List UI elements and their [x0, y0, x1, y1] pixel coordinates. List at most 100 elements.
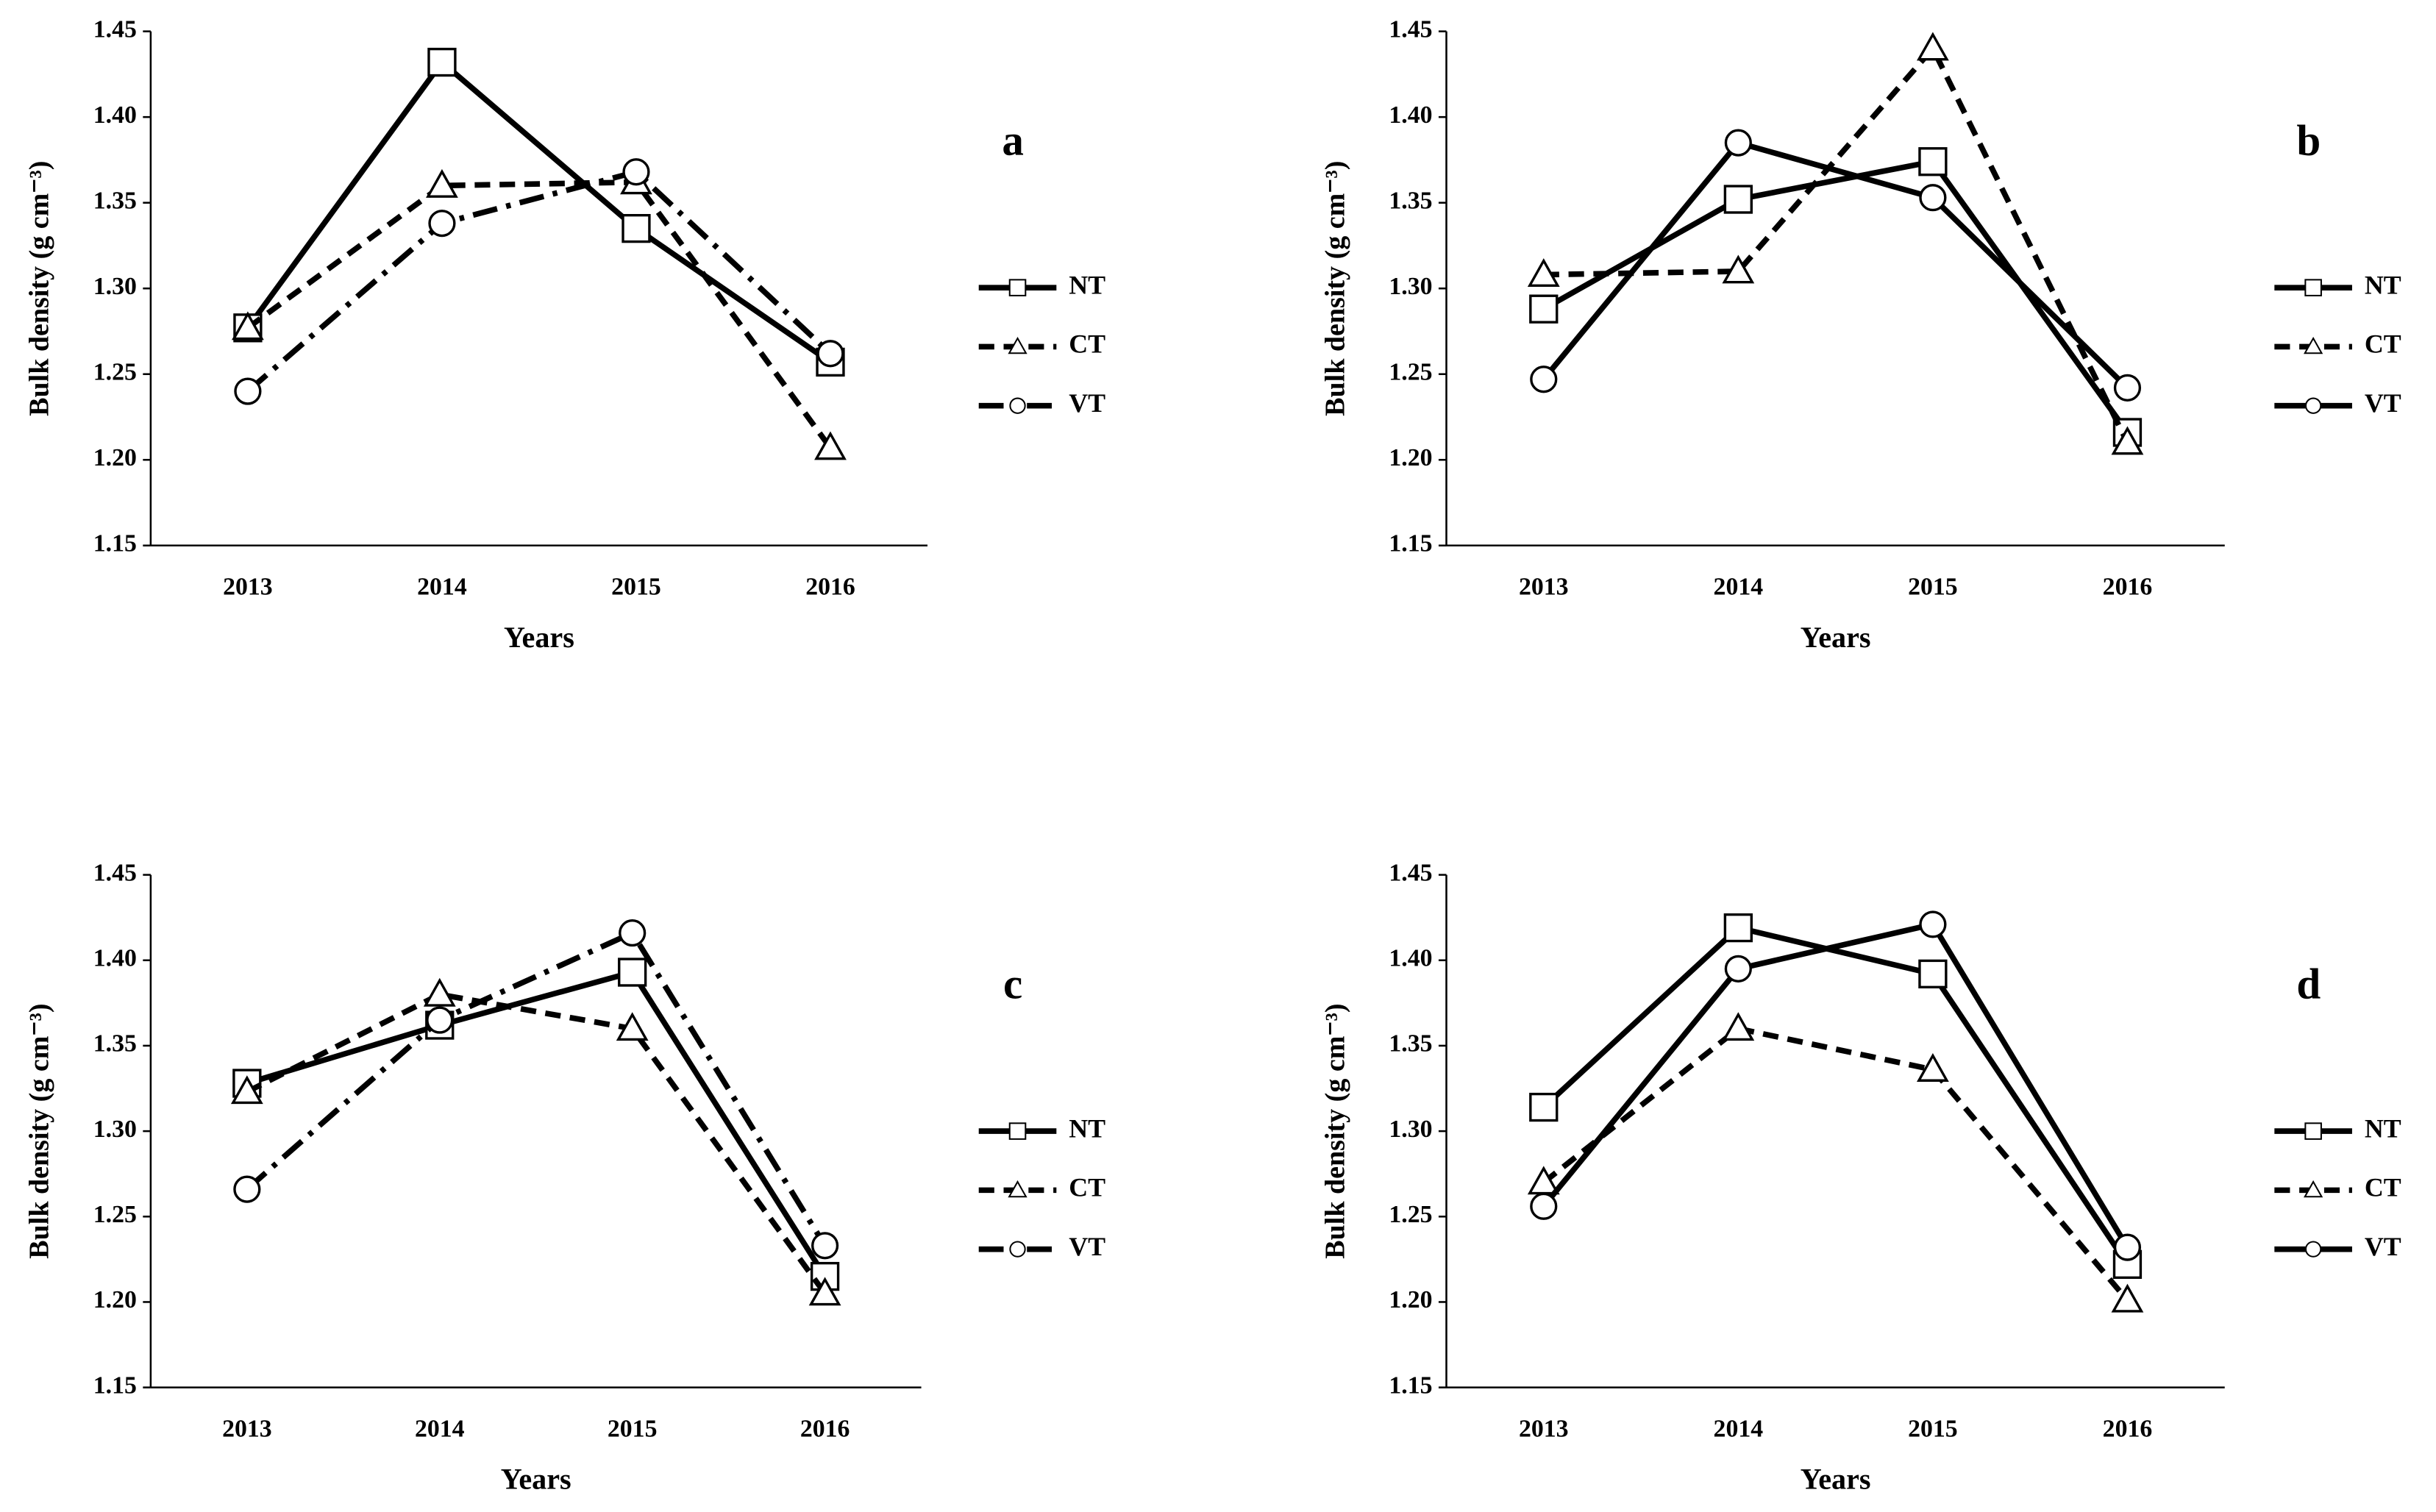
marker-square [1723, 913, 1753, 943]
y-tick-label: 1.25 [1389, 1201, 1432, 1228]
series-line [1543, 46, 2130, 444]
x-tick-label: 2016 [805, 574, 855, 601]
series-line [246, 969, 827, 1278]
marker-triangle [616, 1012, 649, 1041]
legend-label: CT [2365, 1173, 2401, 1202]
legend-marker [1009, 397, 1026, 414]
marker-triangle [230, 1075, 263, 1105]
y-tick-label: 1.20 [93, 444, 137, 471]
x-tick-label: 2014 [1714, 574, 1764, 601]
y-tick-label: 1.35 [93, 1030, 137, 1058]
panel-label: c [1003, 959, 1022, 1008]
y-axis-label: Bulk density (g cm⁻³) [24, 161, 55, 416]
y-tick-label: 1.40 [93, 945, 137, 972]
marker-triangle [1722, 1012, 1755, 1041]
y-tick-label: 1.45 [1389, 15, 1432, 43]
marker-triangle [1722, 254, 1755, 284]
y-tick-label: 1.40 [1389, 945, 1432, 972]
legend-label: NT [2365, 270, 2401, 299]
y-tick-label: 1.20 [1389, 444, 1432, 471]
y-tick-label: 1.30 [1389, 1116, 1432, 1143]
legend-marker [2304, 279, 2322, 296]
panel: 1.15 1.20 1.25 1.30 1.35 1.40 1.45 2013 2014 2015… [1320, 15, 2401, 653]
marker-triangle [1527, 258, 1560, 288]
marker-circle [426, 1006, 454, 1034]
marker-triangle [1917, 32, 1949, 61]
y-axis-label: Bulk density (g cm⁻³) [1320, 161, 1350, 416]
series-line [246, 179, 833, 450]
marker-square [1529, 1092, 1559, 1122]
series-line [1542, 924, 2130, 1266]
x-tick-label: 2013 [223, 574, 273, 601]
y-tick-label: 1.30 [93, 1116, 137, 1143]
marker-square [1918, 147, 1948, 176]
series-line [1542, 158, 2130, 435]
y-tick-label: 1.45 [93, 15, 137, 43]
x-tick-label: 2016 [2103, 1416, 2153, 1443]
x-tick-label: 2015 [608, 1416, 658, 1443]
y-tick-label: 1.20 [1389, 1286, 1432, 1313]
marker-circle [622, 158, 650, 186]
marker-square [1918, 959, 1948, 988]
legend-label: CT [1069, 329, 1105, 359]
legend-marker [1008, 1122, 1027, 1140]
legend-label: VT [2365, 1232, 2401, 1261]
marker-square [622, 214, 651, 243]
x-tick-label: 2016 [800, 1416, 850, 1443]
marker-triangle [2111, 1283, 2144, 1313]
panel-label: a [1002, 115, 1024, 164]
marker-triangle [814, 431, 847, 460]
x-tick-label: 2016 [2103, 574, 2153, 601]
series-line [1541, 140, 2130, 391]
y-axis-label: Bulk density (g cm⁻³) [1320, 1003, 1350, 1258]
x-tick-label: 2014 [417, 574, 467, 601]
series-line [245, 930, 827, 1247]
y-tick-label: 1.35 [1389, 1030, 1432, 1058]
marker-circle [811, 1232, 839, 1260]
marker-triangle [423, 977, 456, 1007]
y-tick-label: 1.35 [93, 187, 137, 214]
marker-circle [1724, 129, 1752, 157]
x-axis-label: Years [501, 1463, 571, 1496]
legend-label: VT [1069, 388, 1105, 418]
marker-circle [1530, 1192, 1558, 1220]
marker-circle [2113, 1233, 2142, 1261]
y-tick-label: 1.40 [1389, 101, 1432, 129]
marker-circle [1530, 365, 1558, 393]
legend-marker [2304, 1241, 2322, 1258]
marker-square [618, 958, 647, 987]
x-tick-label: 2015 [611, 574, 661, 601]
marker-circle [1919, 910, 1947, 938]
y-tick-label: 1.15 [93, 530, 137, 557]
y-tick-label: 1.40 [93, 101, 137, 129]
marker-circle [1919, 184, 1947, 212]
legend-label: VT [2365, 388, 2401, 418]
panel: 1.15 1.20 1.25 1.30 1.35 1.40 1.45 2013 2014 2015… [24, 859, 1105, 1495]
panel-label: d [2296, 959, 2321, 1008]
legend-marker [2303, 336, 2323, 354]
x-tick-label: 2013 [1519, 574, 1569, 601]
legend-label: VT [1069, 1232, 1105, 1261]
x-tick-label: 2013 [222, 1416, 272, 1443]
marker-square [427, 47, 457, 77]
marker-circle [816, 340, 844, 368]
y-tick-label: 1.25 [1389, 358, 1432, 385]
y-tick-label: 1.35 [1389, 187, 1432, 214]
marker-triangle [2111, 426, 2144, 455]
series-line [246, 168, 833, 393]
legend-marker [1008, 1180, 1028, 1198]
legend-label: NT [1069, 270, 1105, 299]
x-axis-label: Years [1801, 621, 1871, 654]
legend-label: CT [2365, 329, 2401, 359]
marker-circle [428, 210, 456, 238]
marker-circle [2113, 374, 2142, 402]
x-tick-label: 2013 [1519, 1416, 1569, 1443]
legend-marker [2304, 397, 2322, 414]
legend-marker [1009, 1241, 1026, 1258]
x-tick-label: 2015 [1908, 574, 1958, 601]
series-line [246, 991, 827, 1296]
y-axis-label: Bulk density (g cm⁻³) [24, 1003, 55, 1258]
y-tick-label: 1.15 [1389, 530, 1432, 557]
marker-triangle [426, 168, 458, 198]
legend-label: CT [1069, 1173, 1105, 1202]
